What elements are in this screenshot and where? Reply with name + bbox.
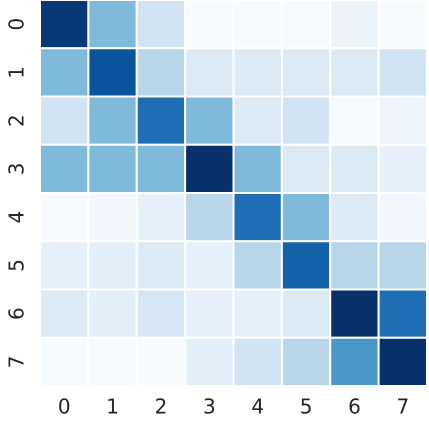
- x-tick-label: 7: [396, 395, 409, 419]
- heatmap-cell: [184, 0, 235, 50]
- heatmap-cell: [232, 288, 283, 339]
- heatmap-cell: [377, 240, 428, 291]
- heatmap-cell: [329, 288, 380, 339]
- heatmap-cell: [232, 0, 283, 50]
- y-tick-label: 6: [5, 307, 29, 320]
- y-tick-label: 5: [5, 259, 29, 272]
- heatmap-cell: [232, 192, 283, 243]
- heatmap-cell: [39, 288, 90, 339]
- x-tick-label: 0: [58, 395, 71, 419]
- heatmap-cell: [184, 47, 235, 98]
- heatmap-cell: [87, 192, 138, 243]
- x-tick-label: 1: [106, 395, 119, 419]
- heatmap-cell: [135, 336, 187, 387]
- heatmap-cell: [280, 143, 332, 194]
- heatmap-cell: [377, 192, 428, 243]
- heatmap-cell: [87, 240, 138, 291]
- y-tick-label: 3: [5, 163, 29, 176]
- heatmap-cell: [184, 95, 235, 146]
- heatmap-cell: [39, 336, 90, 387]
- y-tick-label: 2: [5, 114, 29, 127]
- heatmap-cell: [87, 95, 138, 146]
- heatmap-cell: [280, 47, 332, 98]
- heatmap-cell: [135, 0, 187, 50]
- heatmap-cell: [87, 336, 138, 387]
- x-tick-label: 2: [155, 395, 168, 419]
- heatmap-cell: [329, 192, 380, 243]
- heatmap-cell: [329, 336, 380, 387]
- heatmap-cell: [135, 240, 187, 291]
- y-tick-label: 1: [5, 66, 29, 79]
- heatmap-cell: [232, 336, 283, 387]
- heatmap-cell: [87, 47, 138, 98]
- heatmap-cell: [135, 95, 187, 146]
- heatmap-cell: [135, 143, 187, 194]
- heatmap-cell: [280, 95, 332, 146]
- heatmap-cell: [377, 288, 428, 339]
- x-tick-label: 4: [251, 395, 264, 419]
- heatmap-cell: [377, 0, 428, 50]
- heatmap-cell: [280, 288, 332, 339]
- heatmap-cell: [184, 336, 235, 387]
- heatmap-cell: [87, 288, 138, 339]
- x-tick-label: 5: [300, 395, 313, 419]
- heatmap-cell: [39, 192, 90, 243]
- heatmap-cell: [377, 143, 428, 194]
- heatmap-cell: [184, 288, 235, 339]
- heatmap-cell: [135, 47, 187, 98]
- heatmap-cell: [280, 240, 332, 291]
- heatmap-cell: [329, 143, 380, 194]
- heatmap-cell: [87, 143, 138, 194]
- heatmap-cell: [135, 192, 187, 243]
- y-tick-label: 7: [5, 356, 29, 369]
- heatmap-cell: [232, 95, 283, 146]
- heatmap-cell: [329, 0, 380, 50]
- y-tick-label: 4: [5, 211, 29, 224]
- heatmap-cell: [329, 95, 380, 146]
- x-tick-label: 3: [203, 395, 216, 419]
- heatmap-cell: [39, 0, 90, 50]
- heatmap-cell: [377, 336, 428, 387]
- heatmap-cell: [232, 143, 283, 194]
- heatmap-cell: [184, 192, 235, 243]
- heatmap-cell: [184, 143, 235, 194]
- heatmap-cell: [135, 288, 187, 339]
- heatmap-cell: [39, 240, 90, 291]
- heatmap-cell: [377, 95, 428, 146]
- heatmap-cell: [280, 192, 332, 243]
- x-tick-label: 6: [348, 395, 361, 419]
- heatmap-cell: [329, 240, 380, 291]
- heatmap-cell: [377, 47, 428, 98]
- heatmap-cell: [280, 0, 332, 50]
- heatmap-cell: [329, 47, 380, 98]
- heatmap-cell: [280, 336, 332, 387]
- heatmap-cell: [39, 95, 90, 146]
- heatmap-cell: [39, 47, 90, 98]
- heatmap-cell: [232, 47, 283, 98]
- heatmap-cell: [39, 143, 90, 194]
- y-tick-label: 0: [5, 18, 29, 31]
- heatmap-cell: [232, 240, 283, 291]
- heatmap-cell: [184, 240, 235, 291]
- heatmap-cell: [87, 0, 138, 50]
